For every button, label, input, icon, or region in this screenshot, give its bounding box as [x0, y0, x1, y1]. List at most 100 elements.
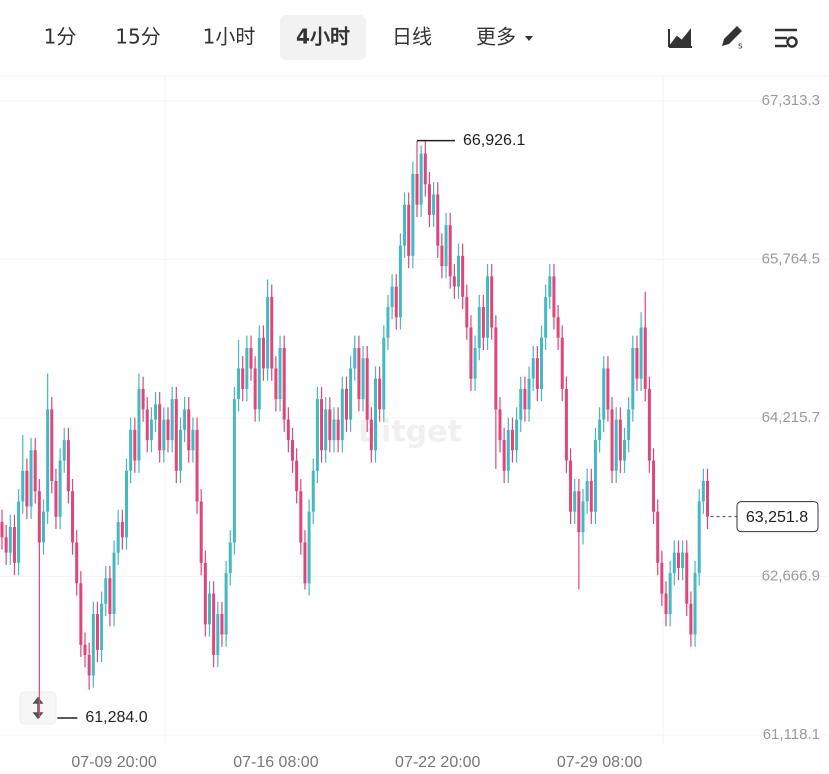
candle-body	[656, 511, 660, 563]
timeframe-tab[interactable]: 日线	[392, 25, 432, 49]
last-price-label: 63,251.8	[746, 509, 808, 526]
candle-body	[544, 296, 548, 338]
candle-body	[249, 347, 253, 369]
x-tick-label: 07-29 08:00	[557, 754, 643, 771]
candle-body	[681, 552, 685, 568]
candle-body	[419, 153, 423, 205]
y-tick-label: 65,764.5	[762, 250, 820, 267]
candle-body	[465, 296, 469, 328]
candle-body	[432, 194, 436, 215]
candle-body	[62, 440, 66, 461]
candle-body	[87, 654, 91, 676]
candle-body	[440, 245, 444, 267]
candle-body	[411, 173, 415, 256]
candle-body	[664, 593, 668, 615]
candle-body	[95, 614, 99, 650]
candle-body	[394, 286, 398, 318]
candle-body	[208, 593, 211, 625]
candle-body	[232, 399, 236, 543]
candle-body	[33, 450, 37, 492]
settings-gear[interactable]	[786, 36, 798, 48]
candle-body	[203, 562, 207, 625]
candle-body	[149, 419, 153, 441]
candle-body	[295, 460, 299, 492]
candle-body	[311, 470, 315, 512]
candle-body	[332, 419, 336, 441]
candle-body	[12, 527, 16, 563]
candle-body	[307, 511, 311, 584]
candle-body	[610, 409, 614, 471]
candle-body	[349, 368, 353, 420]
candle-body	[473, 347, 477, 379]
candle-body	[42, 511, 45, 543]
timeframe-tab[interactable]: 1小时	[203, 25, 256, 49]
timeframe-tab[interactable]: 1分	[44, 25, 77, 49]
candle-body	[241, 368, 245, 389]
candle-body	[552, 276, 556, 318]
candle-body	[199, 501, 203, 563]
candle-body	[618, 419, 622, 461]
candle-body	[336, 419, 340, 441]
candle-body	[627, 409, 631, 441]
candle-body	[510, 429, 514, 451]
candle-body	[261, 337, 265, 369]
candle-body	[116, 521, 120, 553]
toolbar-icons[interactable]: s	[668, 26, 798, 52]
candle-body	[174, 399, 178, 471]
candle-body	[91, 614, 95, 676]
candle-body	[344, 388, 348, 420]
timeframe-tab[interactable]: 4小时	[296, 25, 350, 49]
x-tick-label: 07-16 08:00	[233, 754, 319, 771]
candle-body	[593, 440, 597, 512]
candle-body	[398, 245, 402, 318]
candle-body	[506, 429, 510, 471]
candle-body	[353, 347, 357, 369]
indicator-icon[interactable]	[668, 28, 692, 48]
candle-body	[643, 327, 647, 389]
candle-body	[220, 614, 224, 635]
candle-body	[224, 573, 228, 635]
candle-body	[46, 409, 50, 512]
candle-body	[581, 501, 585, 533]
candle-body	[183, 409, 187, 430]
candle-body	[606, 368, 610, 410]
candle-body	[490, 276, 494, 328]
candle-body	[237, 368, 241, 400]
candle-body	[129, 429, 133, 471]
scale-icon	[32, 696, 44, 720]
candle-body	[589, 481, 593, 512]
candle-body	[635, 347, 639, 379]
candle-body	[299, 491, 303, 543]
settings-icon[interactable]	[775, 28, 797, 48]
candle-body	[477, 307, 481, 348]
candle-body	[228, 542, 232, 574]
candle-body	[141, 388, 145, 410]
candle-body	[4, 537, 8, 553]
candle-body	[75, 542, 79, 584]
candle-body	[623, 440, 626, 461]
candle-body	[71, 491, 75, 543]
candle-body	[573, 491, 577, 512]
x-tick-label: 07-22 20:00	[395, 754, 481, 771]
candle-body	[689, 603, 693, 635]
candle-body	[461, 255, 465, 297]
candle-body	[178, 429, 182, 471]
candle-body	[266, 296, 270, 369]
candle-body	[407, 204, 411, 256]
candle-body	[556, 317, 560, 338]
timeframe-tab[interactable]: 15分	[115, 25, 160, 49]
candle-body	[278, 347, 282, 400]
low-label: 61,284.0	[85, 709, 147, 726]
timeframe-tab[interactable]: 更多	[476, 25, 516, 49]
candle-body	[365, 358, 369, 420]
candle-body	[531, 358, 535, 379]
candle-body	[540, 337, 543, 389]
candle-body	[498, 409, 502, 441]
candle-body	[515, 419, 519, 451]
candle-body	[303, 542, 307, 584]
candle-body	[108, 578, 112, 615]
y-tick-label: 67,313.3	[762, 92, 820, 109]
draw-icon[interactable]	[722, 26, 742, 46]
candle-body	[685, 552, 689, 604]
candle-body	[382, 337, 386, 410]
